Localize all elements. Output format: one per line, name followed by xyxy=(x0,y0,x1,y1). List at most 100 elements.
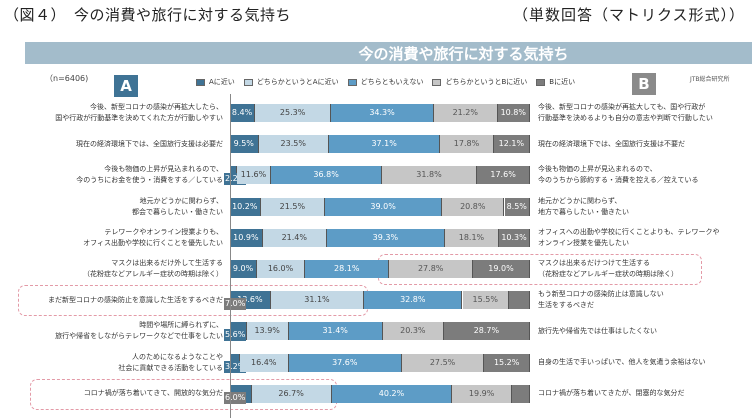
bar-segment: 37.1% xyxy=(329,135,441,154)
data-label: 16.0% xyxy=(267,264,294,273)
legend-item: どちらかというとAに近い xyxy=(243,77,339,87)
bar-segment: 40.2% xyxy=(331,384,453,403)
data-label: 13.6% xyxy=(237,295,263,305)
data-label: 37.6% xyxy=(332,357,358,367)
data-label: 23.5% xyxy=(280,139,306,149)
bar-segment: 27.5% xyxy=(401,353,485,372)
data-label: 27.8% xyxy=(417,264,444,273)
data-label: 40.2% xyxy=(378,388,405,398)
answer-format-note: （単数回答（マトリクス形式）） xyxy=(512,6,745,24)
bar-row: 7.2%26.7%40.2%19.9%6.0% xyxy=(224,384,530,404)
data-label: 31.1% xyxy=(304,295,330,305)
bar-row: 5.6% 13.9% 31.4% 20.3% 28.7% xyxy=(224,322,530,342)
bar-segment: 15.5% xyxy=(462,291,509,310)
bar-segment: 28.7% xyxy=(443,322,530,341)
bar-segment: 10.9% xyxy=(230,228,263,247)
bar-segment: 21.2% xyxy=(434,104,498,122)
data-label: 31.4% xyxy=(322,326,348,336)
bar-row: 9.0% 16.0% 28.1% 27.8% 19.0% xyxy=(230,260,530,278)
bar-segment: 31.4% xyxy=(288,322,383,341)
bar-segment: 34.3% xyxy=(331,104,434,122)
statement-a: マスクは出来るだけ外して生活する （花粉症などアレルギー症状の時期は除く） xyxy=(83,259,223,278)
data-label: 13.9% xyxy=(254,326,280,336)
legend-item: Aに近い xyxy=(196,77,235,87)
statement-a: 地元かどうかに関わらず、 都会で暮らしたい・働きたい xyxy=(132,196,223,216)
bar-segment xyxy=(509,291,530,310)
bar-segment: 8.4% xyxy=(230,104,256,122)
bar-segment: 21.4% xyxy=(262,228,327,247)
legend-label: どちらかというとAに近い xyxy=(256,78,339,86)
data-label: 8.5% xyxy=(506,201,527,211)
data-label: 20.8% xyxy=(460,201,486,211)
legend-label: Bに近い xyxy=(549,78,576,86)
statement-a: 人のためになるようなことや 社会に貢献できる活動をしている xyxy=(118,352,223,372)
data-label: 37.1% xyxy=(371,139,397,149)
bar-row: 3.2% 16.4% 37.6% 27.5% 15.2% xyxy=(224,353,530,373)
data-label: 19.0% xyxy=(488,264,514,273)
bar-segment: 25.3% xyxy=(255,104,332,122)
statement-b: 今後、新型コロナの感染が再拡大しても、国や行政が 行動基準を決めるよりも自分の意志… xyxy=(538,103,713,122)
bar-segment: 31.8% xyxy=(381,166,478,185)
bar-segment: 10.8% xyxy=(497,104,530,122)
statement-a: 時間や場所に縛られずに、 旅行や帰省をしながらテレワークなどで仕事をしたい xyxy=(55,321,223,341)
data-label: 12.1% xyxy=(498,139,525,149)
bar-segment: 10.2% xyxy=(230,197,261,216)
bar-segment: 8.5% xyxy=(504,197,530,216)
data-label: 10.8% xyxy=(500,108,526,117)
legend-swatch xyxy=(347,78,357,86)
data-label: 34.3% xyxy=(369,108,395,117)
statement-a: まだ新型コロナの感染防止を意識した生活をするべきだ xyxy=(48,295,223,304)
data-label: 39.0% xyxy=(370,201,396,211)
data-label: 6.0% xyxy=(224,391,247,404)
data-label: 39.3% xyxy=(372,232,399,242)
statement-a: テレワークやオンライン授業よりも、 オフィス出勤や学校に行くことを優先したい xyxy=(83,227,223,247)
bar-segment: 26.7% xyxy=(251,384,332,403)
data-label: 11.6% xyxy=(240,170,267,180)
statement-b: 地元かどうかに関わらず、 地方で暮らしたい・働きたい xyxy=(538,196,629,216)
statement-b: もう新型コロナの感染防止は意識しない 生活をするべきだ xyxy=(538,290,664,310)
side-a-badge: A xyxy=(114,75,138,97)
data-label: 28.7% xyxy=(473,326,500,336)
bar-segment: 9.0% xyxy=(230,260,258,278)
bar-segment: 28.1% xyxy=(305,260,390,278)
data-label: 15.5% xyxy=(472,295,498,305)
statement-b: 今後も物価の上昇が見込まれるので、 今のうちから節約する・消費を控える／控えている xyxy=(538,165,699,185)
bar-segment: 16.4% xyxy=(239,353,289,372)
bar-segment: 16.0% xyxy=(257,260,306,278)
bar-row: 2.2% 11.6% 36.8% 31.8% 17.6% xyxy=(224,166,530,186)
legend-item: どちらともいえない xyxy=(347,77,423,87)
legend-swatch xyxy=(432,78,442,86)
data-label: 19.9% xyxy=(468,388,495,398)
data-label: 27.5% xyxy=(429,357,456,367)
data-label: 10.2% xyxy=(232,201,258,211)
bar-segment: 11.6% xyxy=(236,166,272,185)
chart-title: 今の消費や旅行に対する気持ち xyxy=(358,45,569,63)
statement-b: コロナ禍が落ち着いてきたが、閉塞的な気分だ xyxy=(538,389,685,398)
chart-legend: Aに近い どちらかというとAに近い どちらともいえない どちらかというとBに近い Bに近… xyxy=(196,77,575,87)
bar-row: 9.5% 23.5% 37.1% 17.8% 12.1% xyxy=(230,135,530,154)
data-label: 17.8% xyxy=(453,139,480,149)
bar-segment: 19.0% xyxy=(472,260,530,278)
bar-segment: 18.1% xyxy=(444,228,500,247)
legend-label: Aに近い xyxy=(209,78,235,86)
side-b-badge: B xyxy=(632,73,656,95)
bar-row: 13.6% 31.1% 32.8% 15.5% 7.0% xyxy=(224,291,530,311)
statement-b: オフィスへの出勤や学校に行くことよりも、テレワークや オンライン授業を優先したい xyxy=(538,227,720,247)
data-label: 32.8% xyxy=(400,295,426,305)
data-label: 9.5% xyxy=(233,139,254,149)
bar-segment: 39.3% xyxy=(326,228,445,247)
statement-a: 今後も物価の上昇が見込まれるので、 今のうちにお金を使う・消費をする／している xyxy=(76,165,223,185)
bar-segment: 13.9% xyxy=(246,322,289,341)
bar-segment: 21.5% xyxy=(260,197,326,216)
bar-segment: 23.5% xyxy=(258,135,329,154)
sample-size-label: （n=6406) xyxy=(45,74,89,83)
legend-item: どちらかというとBに近い xyxy=(432,77,527,87)
bar-row: 10.9% 21.4% 39.3% 18.1% 10.3% xyxy=(230,228,530,247)
data-label: 9.0% xyxy=(232,264,254,273)
data-label: 8.4% xyxy=(231,108,253,117)
bar-row: 8.4% 25.3% 34.3% 21.2% 10.8% xyxy=(230,104,530,122)
y-axis-line xyxy=(230,94,231,418)
legend-swatch xyxy=(196,78,205,86)
bar-segment xyxy=(512,384,530,403)
data-label: 16.4% xyxy=(251,357,277,367)
